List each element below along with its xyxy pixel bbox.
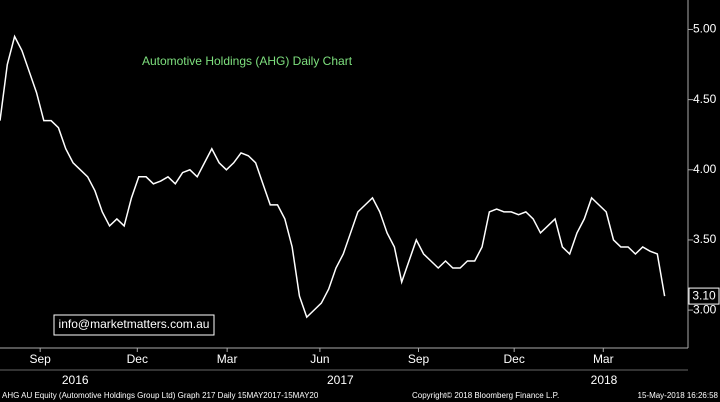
x-tick-label: Jun xyxy=(310,352,329,366)
y-tick-label: 4.00 xyxy=(693,162,717,176)
year-label: 2016 xyxy=(62,373,89,387)
x-tick-label: Dec xyxy=(127,352,148,366)
year-label: 2017 xyxy=(327,373,354,387)
chart-title: Automotive Holdings (AHG) Daily Chart xyxy=(142,54,353,68)
y-tick-label: 4.50 xyxy=(693,92,717,106)
x-tick-label: Sep xyxy=(408,352,430,366)
footer-right: 15-May-2018 16:26:58 xyxy=(638,391,719,400)
footer-mid: Copyright© 2018 Bloomberg Finance L.P. xyxy=(412,391,559,400)
y-tick-label: 3.00 xyxy=(693,302,717,316)
x-tick-label: Mar xyxy=(593,352,614,366)
price-line xyxy=(0,34,666,319)
footer-left: AHG AU Equity (Automotive Holdings Group… xyxy=(2,391,319,400)
annotation: info@marketmatters.com.au xyxy=(59,317,210,331)
y-tick-label: 5.00 xyxy=(693,22,717,36)
year-label: 2018 xyxy=(591,373,618,387)
last-price-label: 3.10 xyxy=(692,288,716,302)
y-tick-label: 3.50 xyxy=(693,232,717,246)
x-tick-label: Sep xyxy=(29,352,51,366)
x-tick-label: Mar xyxy=(217,352,238,366)
x-tick-label: Dec xyxy=(504,352,525,366)
last-price-box xyxy=(688,287,720,305)
annotation-box xyxy=(53,314,215,336)
